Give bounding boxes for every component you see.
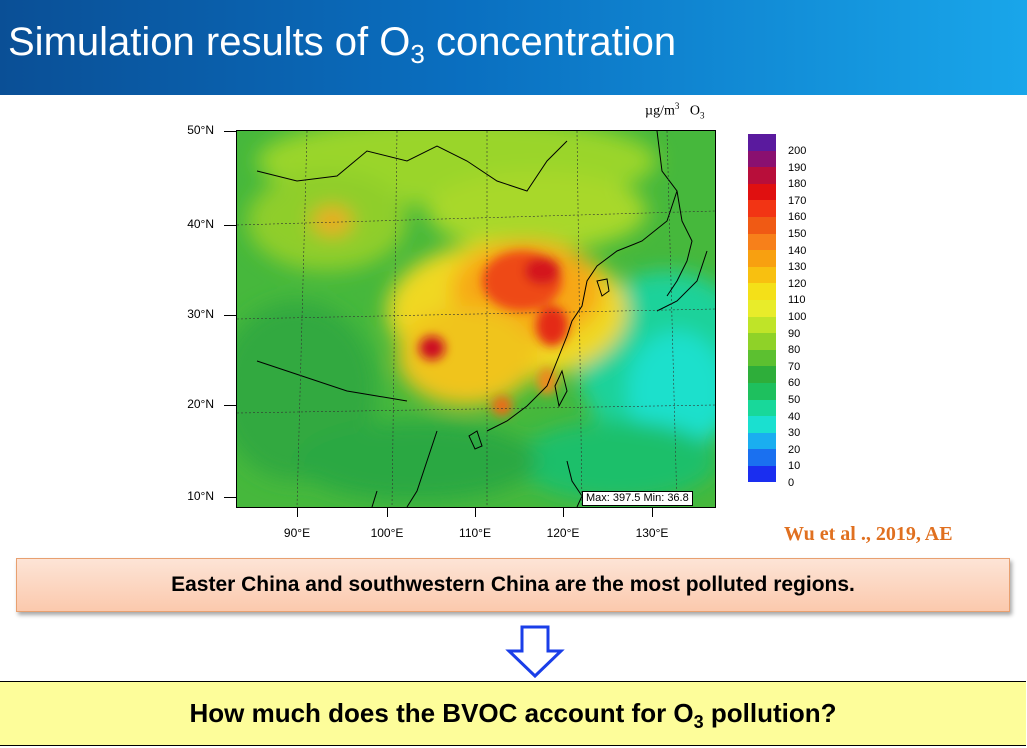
question-text: How much does the BVOC account for O3 po… bbox=[189, 698, 837, 732]
colorbar-segment bbox=[748, 167, 776, 184]
colorbar-segment bbox=[748, 316, 776, 334]
colorbar-segment bbox=[748, 432, 776, 450]
colorbar-segment bbox=[748, 150, 776, 168]
colorbar-segment bbox=[748, 250, 776, 267]
lon-tick bbox=[652, 507, 653, 517]
lat-label-10n: 10°N bbox=[187, 489, 214, 503]
colorbar-label: 180 bbox=[788, 178, 807, 191]
colorbar-label: 170 bbox=[788, 194, 807, 207]
colorbar-segment bbox=[748, 183, 776, 201]
lat-label-50n: 50°N bbox=[187, 123, 214, 137]
lat-tick bbox=[224, 131, 236, 132]
lat-tick bbox=[224, 315, 236, 316]
lon-label-130e: 130°E bbox=[635, 526, 669, 540]
colorbar bbox=[748, 134, 776, 483]
colorbar-segment bbox=[748, 216, 776, 234]
colorbar-label: 30 bbox=[788, 427, 801, 440]
lat-label-30n: 30°N bbox=[187, 307, 214, 321]
lon-tick bbox=[297, 507, 298, 517]
colorbar-label: 190 bbox=[788, 161, 807, 174]
lon-label-90e: 90°E bbox=[283, 526, 311, 540]
lat-tick bbox=[224, 225, 236, 226]
citation: Wu et al ., 2019, AE bbox=[784, 523, 953, 545]
lat-tick bbox=[224, 405, 236, 406]
lat-label-40n: 40°N bbox=[187, 217, 214, 231]
colorbar-segment bbox=[748, 200, 776, 217]
colorbar-label: 140 bbox=[788, 244, 807, 257]
colorbar-label: 90 bbox=[788, 327, 801, 340]
lon-label-100e: 100°E bbox=[370, 526, 404, 540]
finding-text: Easter China and southwestern China are … bbox=[171, 573, 855, 596]
units-label: µg/m3 O3 bbox=[645, 101, 705, 121]
colorbar-label: 100 bbox=[788, 311, 807, 323]
colorbar-label: 20 bbox=[788, 443, 801, 456]
colorbar-label: 50 bbox=[788, 394, 801, 406]
colorbar-label: 60 bbox=[788, 377, 801, 390]
title-banner: Simulation results of O3 concentration bbox=[0, 0, 1027, 95]
finding-callout: Easter China and southwestern China are … bbox=[16, 558, 1010, 612]
colorbar-label: 80 bbox=[788, 344, 801, 357]
colorbar-segment bbox=[748, 266, 776, 284]
colorbar-segment bbox=[748, 283, 776, 300]
colorbar-label: 130 bbox=[788, 261, 807, 274]
colorbar-label: 40 bbox=[788, 410, 801, 423]
colorbar-label: 150 bbox=[788, 228, 807, 240]
colorbar-label: 0 bbox=[788, 477, 795, 489]
lon-tick bbox=[387, 507, 388, 517]
lat-label-20n: 20°N bbox=[187, 397, 214, 411]
colorbar-label: 160 bbox=[788, 211, 807, 224]
max-min-stats: Max: 397.5 Min: 36.8 bbox=[582, 491, 693, 506]
colorbar-segment bbox=[748, 233, 776, 251]
colorbar-segment bbox=[748, 449, 776, 466]
lon-label-110e: 110°E bbox=[459, 526, 491, 540]
colorbar-segment bbox=[748, 399, 776, 417]
down-arrow-icon bbox=[505, 625, 565, 679]
ozone-map bbox=[236, 130, 716, 508]
lon-tick bbox=[475, 507, 476, 517]
colorbar-segment bbox=[748, 349, 776, 367]
colorbar-segment bbox=[748, 416, 776, 433]
question-banner: How much does the BVOC account for O3 po… bbox=[0, 681, 1026, 746]
colorbar-label: 200 bbox=[788, 145, 807, 157]
colorbar-label: 70 bbox=[788, 360, 801, 373]
colorbar-segment bbox=[748, 366, 776, 383]
colorbar-label: 120 bbox=[788, 277, 807, 290]
colorbar-segment bbox=[748, 382, 776, 400]
lon-tick bbox=[563, 507, 564, 517]
lon-label-120e: 120°E bbox=[546, 526, 580, 540]
colorbar-segment bbox=[748, 134, 776, 151]
colorbar-label: 110 bbox=[788, 294, 806, 307]
colorbar-label: 10 bbox=[788, 460, 801, 473]
colorbar-segment bbox=[748, 333, 776, 350]
colorbar-segment bbox=[748, 465, 776, 483]
colorbar-segment bbox=[748, 299, 776, 317]
lat-tick bbox=[224, 497, 236, 498]
slide-title: Simulation results of O3 concentration bbox=[8, 20, 677, 69]
ozone-field-image bbox=[237, 131, 715, 507]
